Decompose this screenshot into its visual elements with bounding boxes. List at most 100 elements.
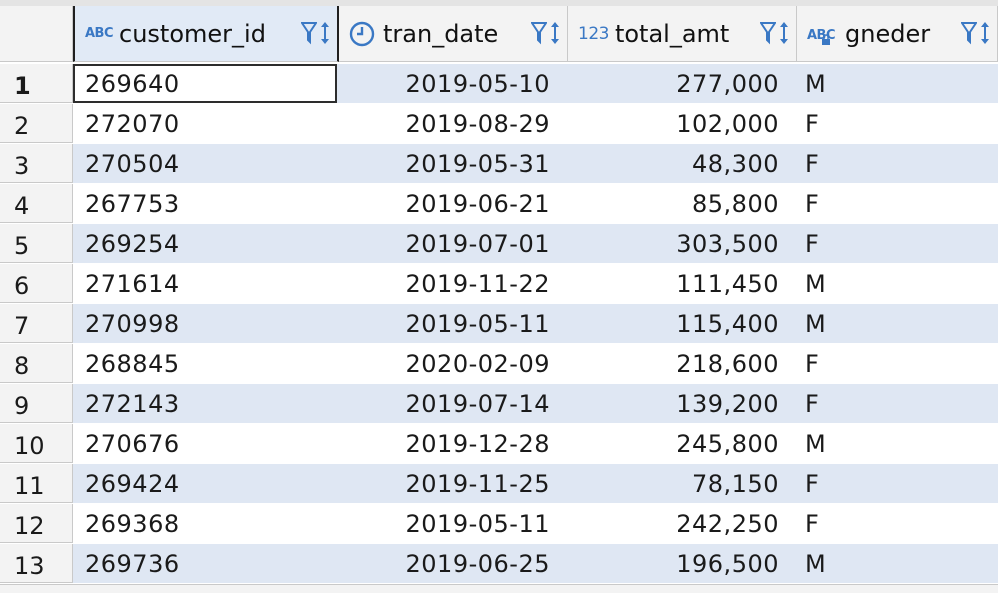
filter-icon[interactable] <box>961 20 977 46</box>
cell-total-amt[interactable]: 196,500 <box>566 544 795 583</box>
cell-tran-date[interactable]: 2019-05-11 <box>337 304 566 343</box>
table-row[interactable]: 12 269368 2019-05-11 242,250 F <box>0 504 998 544</box>
cell-total-amt[interactable]: 85,800 <box>566 184 795 223</box>
cell-gneder[interactable]: F <box>795 464 998 503</box>
cell-gneder[interactable]: M <box>795 424 998 463</box>
cell-customer-id[interactable]: 269640 <box>73 64 337 103</box>
cell-customer-id[interactable]: 272070 <box>73 104 337 143</box>
cell-gneder[interactable]: M <box>795 544 998 583</box>
row-number[interactable]: 8 <box>0 344 73 383</box>
cell-customer-id[interactable]: 269254 <box>73 224 337 263</box>
cell-tran-date[interactable]: 2019-11-25 <box>337 464 566 503</box>
cell-gneder[interactable]: F <box>795 104 998 143</box>
cell-total-amt[interactable]: 218,600 <box>566 344 795 383</box>
cell-total-amt[interactable]: 303,500 <box>566 224 795 263</box>
cell-gneder[interactable]: F <box>795 224 998 263</box>
row-number[interactable]: 10 <box>0 424 73 463</box>
cell-customer-id[interactable]: 268845 <box>73 344 337 383</box>
cell-tran-date[interactable]: 2019-07-01 <box>337 224 566 263</box>
cell-tran-date[interactable]: 2019-05-31 <box>337 144 566 183</box>
column-header-total-amt[interactable]: 123 total_amt <box>568 6 797 62</box>
cell-total-amt[interactable]: 48,300 <box>566 144 795 183</box>
table-row[interactable]: 11 269424 2019-11-25 78,150 F <box>0 464 998 504</box>
table-row[interactable]: 9 272143 2019-07-14 139,200 F <box>0 384 998 424</box>
row-number[interactable]: 6 <box>0 264 73 303</box>
row-number[interactable]: 1 <box>0 64 73 103</box>
number-type-icon: 123 <box>578 23 609 44</box>
cell-total-amt[interactable]: 242,250 <box>566 504 795 543</box>
row-number[interactable]: 13 <box>0 544 73 583</box>
cell-gneder[interactable]: F <box>795 184 998 223</box>
column-label: total_amt <box>614 19 730 48</box>
cell-customer-id[interactable]: 270676 <box>73 424 337 463</box>
cell-gneder[interactable]: F <box>795 144 998 183</box>
table-row[interactable]: 1 269640 2019-05-10 277,000 M <box>0 64 998 104</box>
table-row[interactable]: 10 270676 2019-12-28 245,800 M <box>0 424 998 464</box>
cell-gneder[interactable]: F <box>795 344 998 383</box>
sort-icon[interactable] <box>778 20 790 46</box>
table-row[interactable]: 3 270504 2019-05-31 48,300 F <box>0 144 998 184</box>
column-header-gneder[interactable]: ABC gneder <box>797 6 998 62</box>
cell-gneder[interactable]: M <box>795 64 998 103</box>
cell-customer-id[interactable]: 271614 <box>73 264 337 303</box>
row-number[interactable]: 9 <box>0 384 73 423</box>
cell-tran-date[interactable]: 2019-06-21 <box>337 184 566 223</box>
cell-tran-date[interactable]: 2019-11-22 <box>337 264 566 303</box>
cell-total-amt[interactable]: 111,450 <box>566 264 795 303</box>
column-tools <box>760 20 790 46</box>
cell-tran-date[interactable]: 2019-07-14 <box>337 384 566 423</box>
cell-total-amt[interactable]: 277,000 <box>566 64 795 103</box>
row-number[interactable]: 4 <box>0 184 73 223</box>
row-number[interactable]: 11 <box>0 464 73 503</box>
grid-footer <box>0 584 998 593</box>
table-row[interactable]: 5 269254 2019-07-01 303,500 F <box>0 224 998 264</box>
cell-total-amt[interactable]: 78,150 <box>566 464 795 503</box>
cell-total-amt[interactable]: 102,000 <box>566 104 795 143</box>
cell-customer-id[interactable]: 269424 <box>73 464 337 503</box>
column-tools <box>531 20 561 46</box>
sort-icon[interactable] <box>549 20 561 46</box>
cell-total-amt[interactable]: 115,400 <box>566 304 795 343</box>
sort-icon[interactable] <box>979 20 991 46</box>
cell-tran-date[interactable]: 2020-02-09 <box>337 344 566 383</box>
cell-gneder[interactable]: F <box>795 384 998 423</box>
column-header-customer-id[interactable]: ABC customer_id <box>73 6 339 62</box>
cell-total-amt[interactable]: 245,800 <box>566 424 795 463</box>
header-corner[interactable] <box>0 6 73 62</box>
row-number[interactable]: 5 <box>0 224 73 263</box>
cell-gneder[interactable]: M <box>795 304 998 343</box>
row-number[interactable]: 7 <box>0 304 73 343</box>
top-divider <box>0 0 998 6</box>
filter-icon[interactable] <box>760 20 776 46</box>
cell-customer-id[interactable]: 267753 <box>73 184 337 223</box>
cell-customer-id[interactable]: 272143 <box>73 384 337 423</box>
grid-body: 1 269640 2019-05-10 277,000 M 2 272070 2019-08-… <box>0 64 998 584</box>
column-header-tran-date[interactable]: tran_date <box>339 6 568 62</box>
sort-icon[interactable] <box>319 20 331 46</box>
table-row[interactable]: 2 272070 2019-08-29 102,000 F <box>0 104 998 144</box>
cell-tran-date[interactable]: 2019-05-10 <box>337 64 566 103</box>
row-number[interactable]: 2 <box>0 104 73 143</box>
cell-total-amt[interactable]: 139,200 <box>566 384 795 423</box>
text-type-icon: ABC <box>85 26 114 41</box>
cell-tran-date[interactable]: 2019-05-11 <box>337 504 566 543</box>
table-row[interactable]: 6 271614 2019-11-22 111,450 M <box>0 264 998 304</box>
cell-gneder[interactable]: F <box>795 504 998 543</box>
column-label: gneder <box>845 19 931 48</box>
cell-customer-id[interactable]: 270998 <box>73 304 337 343</box>
cell-gneder[interactable]: M <box>795 264 998 303</box>
table-row[interactable]: 4 267753 2019-06-21 85,800 F <box>0 184 998 224</box>
filter-icon[interactable] <box>531 20 547 46</box>
row-number[interactable]: 3 <box>0 144 73 183</box>
filter-icon[interactable] <box>301 20 317 46</box>
cell-tran-date[interactable]: 2019-08-29 <box>337 104 566 143</box>
table-row[interactable]: 13 269736 2019-06-25 196,500 M <box>0 544 998 584</box>
cell-customer-id[interactable]: 270504 <box>73 144 337 183</box>
row-number[interactable]: 12 <box>0 504 73 543</box>
table-row[interactable]: 8 268845 2020-02-09 218,600 F <box>0 344 998 384</box>
cell-tran-date[interactable]: 2019-06-25 <box>337 544 566 583</box>
cell-tran-date[interactable]: 2019-12-28 <box>337 424 566 463</box>
cell-customer-id[interactable]: 269736 <box>73 544 337 583</box>
cell-customer-id[interactable]: 269368 <box>73 504 337 543</box>
table-row[interactable]: 7 270998 2019-05-11 115,400 M <box>0 304 998 344</box>
